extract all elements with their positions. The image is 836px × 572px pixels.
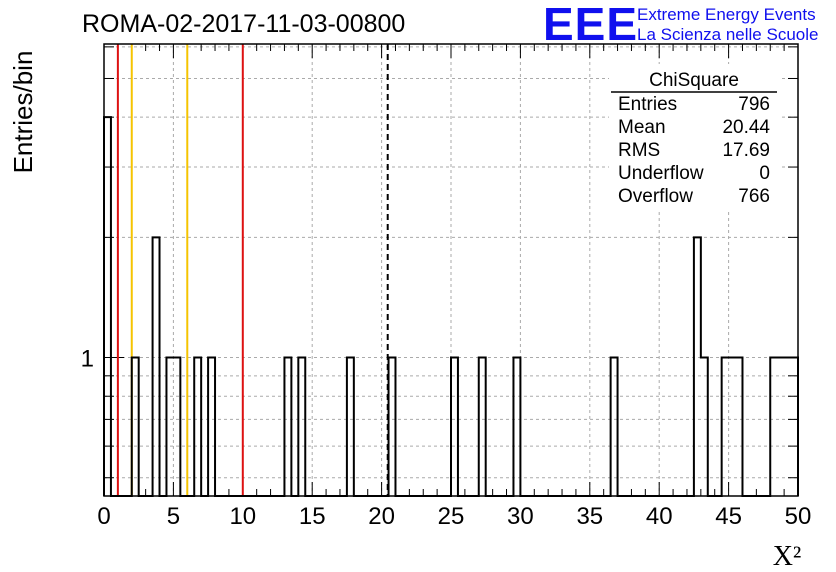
stats-row-label: Entries: [618, 94, 677, 115]
x-tick-label: 10: [229, 503, 256, 530]
x-tick-label: 15: [299, 503, 326, 530]
x-tick-label: 50: [785, 503, 812, 530]
x-axis-label: X²: [773, 541, 802, 572]
stats-box-background: [609, 64, 781, 212]
x-tick-label: 20: [368, 503, 395, 530]
chart-title: ROMA-02-2017-11-03-00800: [82, 10, 406, 38]
logo-line-1: Extreme Energy Events: [637, 5, 816, 24]
y-tick-labels: 1: [81, 346, 94, 373]
x-tick-labels: 0 5 10 15 20 25 30 35 40 45 50: [97, 503, 811, 530]
grid: [104, 44, 798, 496]
stats-row-label: Underflow: [618, 163, 704, 184]
logo-line-2: La Scienza nelle Scuole: [637, 25, 819, 44]
x-tick-label: 35: [576, 503, 603, 530]
stats-row-value: 0: [759, 163, 770, 184]
stats-row-label: RMS: [618, 140, 660, 161]
stats-box: ChiSquare Entries 796 Mean 20.44 RMS 17.69 Und…: [609, 64, 781, 212]
x-tick-label: 40: [646, 503, 673, 530]
y-tick-label: 1: [81, 346, 94, 373]
plot-frame: [103, 43, 799, 497]
eee-logo-mark: EEE: [543, 0, 639, 50]
stats-row-value: 766: [738, 186, 770, 207]
stats-box-header: ChiSquare: [649, 70, 739, 91]
stats-row-value: 796: [738, 94, 770, 115]
x-tick-label: 5: [167, 503, 180, 530]
stats-row-value: 20.44: [722, 117, 770, 138]
stats-row-label: Mean: [618, 117, 666, 138]
y-axis-label: Entries/bin: [8, 51, 38, 174]
x-tick-label: 30: [507, 503, 534, 530]
stats-row-value: 17.69: [722, 140, 770, 161]
x-tick-label: 45: [715, 503, 742, 530]
stats-rows: Entries 796 Mean 20.44 RMS 17.69 Underflow 0 Ove…: [618, 94, 770, 207]
x-tick-label: 0: [97, 503, 110, 530]
stats-row-label: Overflow: [618, 186, 693, 207]
x-tick-label: 25: [438, 503, 465, 530]
